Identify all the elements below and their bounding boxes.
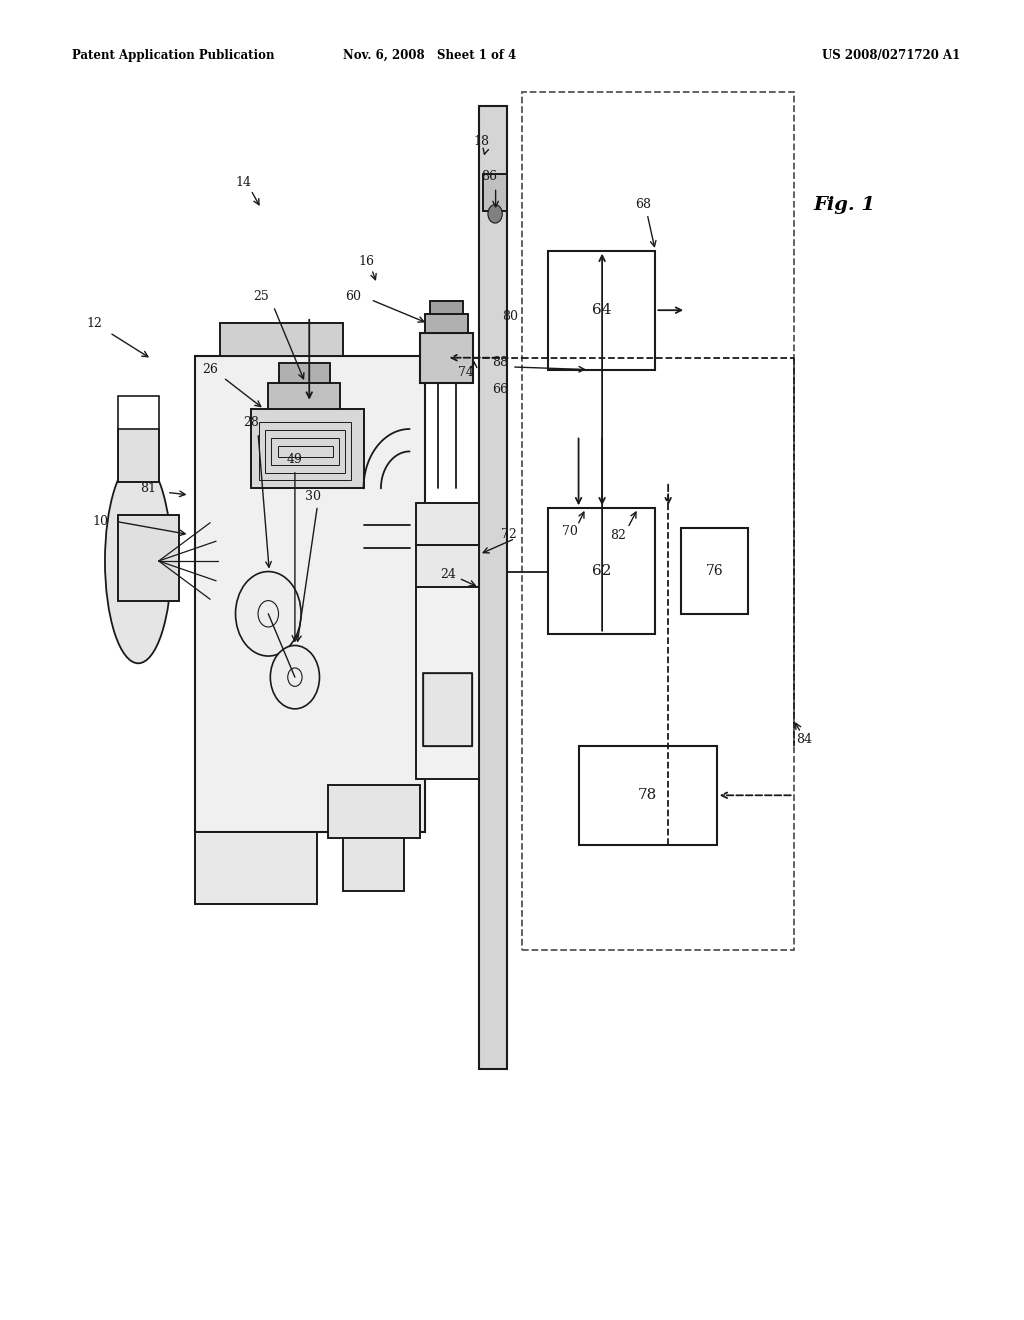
Bar [416, 587, 479, 779]
Bar [416, 587, 479, 779]
Text: 88: 88 [492, 356, 508, 370]
Bar [479, 106, 507, 1069]
Text: 82: 82 [610, 529, 627, 543]
Text: 74: 74 [458, 366, 474, 379]
Bar [279, 363, 330, 383]
Bar [416, 545, 479, 587]
Bar [548, 251, 655, 370]
Bar [259, 422, 351, 480]
Bar [483, 174, 507, 211]
Ellipse shape [105, 459, 172, 664]
Text: 62: 62 [592, 564, 611, 578]
Bar [423, 673, 472, 746]
Bar [265, 430, 345, 473]
Circle shape [236, 572, 301, 656]
Text: Nov. 6, 2008   Sheet 1 of 4: Nov. 6, 2008 Sheet 1 of 4 [343, 49, 517, 62]
Text: 24: 24 [440, 568, 457, 581]
Text: 64: 64 [592, 304, 611, 317]
Text: 81: 81 [140, 482, 157, 495]
Text: 28: 28 [243, 416, 259, 429]
Bar [268, 383, 340, 409]
Circle shape [487, 205, 502, 223]
Bar [271, 438, 339, 465]
Text: 86: 86 [481, 170, 498, 183]
Text: US 2008/0271720 A1: US 2008/0271720 A1 [821, 49, 961, 62]
Bar [343, 838, 404, 891]
Bar [278, 446, 333, 457]
Bar [425, 314, 468, 333]
Bar [416, 503, 479, 545]
Bar [195, 356, 425, 832]
Text: 72: 72 [501, 528, 517, 541]
Bar [195, 832, 317, 904]
Text: 49: 49 [287, 453, 303, 466]
Bar [195, 832, 317, 904]
Text: 10: 10 [92, 515, 109, 528]
Text: 78: 78 [638, 788, 657, 803]
Text: 70: 70 [562, 525, 579, 539]
Text: 84: 84 [796, 733, 812, 746]
Bar [328, 785, 420, 838]
Circle shape [270, 645, 319, 709]
Text: 68: 68 [635, 198, 651, 211]
Bar [118, 515, 179, 601]
Bar [430, 301, 463, 314]
Text: Fig. 1: Fig. 1 [814, 195, 876, 214]
Bar [220, 323, 343, 356]
Bar [548, 508, 655, 634]
Text: 26: 26 [202, 363, 218, 376]
Bar [430, 301, 463, 314]
Bar [220, 323, 343, 356]
Text: 16: 16 [358, 255, 375, 268]
Bar [420, 333, 473, 383]
Bar [579, 746, 717, 845]
Bar [681, 528, 748, 614]
Text: 14: 14 [236, 176, 252, 189]
Bar [522, 92, 794, 950]
Text: Patent Application Publication: Patent Application Publication [72, 49, 274, 62]
Text: 60: 60 [345, 290, 361, 304]
Bar [425, 314, 468, 333]
Bar [118, 396, 159, 482]
Text: 12: 12 [86, 317, 102, 330]
Text: 66: 66 [492, 383, 508, 396]
Text: 18: 18 [473, 135, 489, 148]
Bar [328, 785, 420, 838]
Text: 25: 25 [253, 290, 269, 304]
Bar [416, 503, 479, 545]
Bar [268, 383, 340, 409]
Bar [118, 515, 179, 601]
Bar [118, 429, 159, 482]
Bar [423, 673, 472, 746]
Bar [420, 333, 473, 383]
Text: 80: 80 [502, 310, 518, 323]
Bar [479, 106, 507, 1069]
Bar [251, 409, 364, 488]
Bar [483, 174, 507, 211]
Bar [279, 363, 330, 383]
Bar [416, 545, 479, 587]
Text: 76: 76 [706, 564, 723, 578]
Bar [195, 356, 425, 832]
Text: 30: 30 [305, 490, 322, 503]
Bar [343, 838, 404, 891]
Bar [251, 409, 364, 488]
